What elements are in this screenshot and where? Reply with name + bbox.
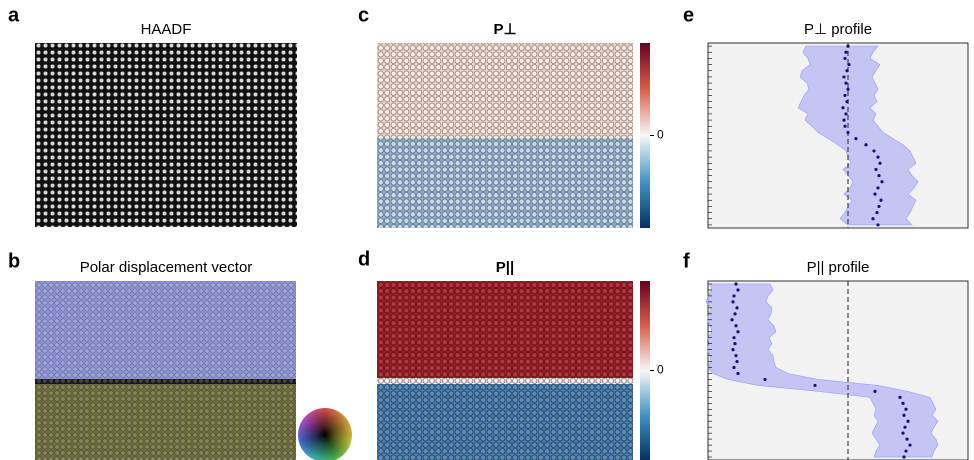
panel-letter: e [683, 4, 694, 26]
panel-letter: f [683, 250, 690, 272]
map-atoms [377, 281, 633, 460]
profile-point [901, 402, 904, 405]
profile-point [878, 162, 881, 165]
profile-point [846, 88, 849, 91]
panel-letter: d [358, 248, 370, 270]
profile-point [875, 211, 878, 214]
profile-point [731, 348, 734, 351]
profile-point [902, 414, 905, 417]
panel-title: P⊥ profile [804, 21, 872, 38]
colorbar [640, 281, 650, 460]
panel-title: P⊥ [493, 21, 516, 38]
profile-point [902, 455, 905, 458]
profile-point [846, 44, 849, 47]
profile-point [734, 354, 737, 357]
profile-point [763, 378, 766, 381]
profile-point [813, 384, 816, 387]
profile-point [734, 324, 737, 327]
profile-point [906, 420, 909, 423]
profile-point [903, 426, 906, 429]
profile-point [732, 366, 735, 369]
profile-point [898, 396, 901, 399]
profile-point [873, 192, 876, 195]
profile-point [908, 443, 911, 446]
colorbar-tick-label: 0 [657, 128, 664, 142]
profile-point [736, 372, 739, 375]
profile-point [736, 330, 739, 333]
profile-point [844, 112, 847, 115]
profile-point [843, 125, 846, 128]
map-atoms [377, 43, 633, 228]
profile-point [841, 106, 844, 109]
profile-point [876, 223, 879, 226]
profile-point [732, 294, 735, 297]
profile-point [733, 312, 736, 315]
profile-point [730, 318, 733, 321]
profile-point [845, 69, 848, 72]
profile-point [847, 63, 850, 66]
profile-point [733, 342, 736, 345]
profile-point [844, 51, 847, 54]
profile-point [901, 432, 904, 435]
panel-title: Polar displacement vector [80, 259, 253, 276]
profile-point [871, 217, 874, 220]
profile-point [845, 100, 848, 103]
profile-point [877, 174, 880, 177]
profile-point [864, 143, 867, 146]
profile-point [904, 408, 907, 411]
profile-point [854, 137, 857, 140]
color-wheel [298, 408, 352, 460]
profile-point [844, 81, 847, 84]
profile-point [736, 288, 739, 291]
panel-title: P|| [496, 259, 514, 276]
haadf-atoms [35, 43, 297, 227]
profile-point [876, 155, 879, 158]
profile-point [874, 168, 877, 171]
panel-title: HAADF [141, 21, 192, 38]
colorbar-tick-label: 0 [657, 363, 664, 377]
profile-point [876, 186, 879, 189]
profile-point [872, 149, 875, 152]
profile-point [880, 180, 883, 183]
profile-point [731, 300, 734, 303]
profile-point [732, 336, 735, 339]
profile-point [846, 131, 849, 134]
panel-letter: c [358, 4, 369, 26]
profile-point [879, 199, 882, 202]
panel-title: P|| profile [807, 259, 870, 276]
profile-point [735, 360, 738, 363]
profile-point [735, 306, 738, 309]
profile-point [905, 438, 908, 441]
vector-map-atoms [35, 281, 296, 460]
profile-point [904, 449, 907, 452]
profile-point [842, 75, 845, 78]
panel-letter: b [8, 250, 20, 272]
profile-point [843, 94, 846, 97]
profile-point [734, 282, 737, 285]
figure-canvas: a HAADF b Polar displacement vector c P⊥… [0, 0, 974, 460]
profile-point [843, 57, 846, 60]
colorbar [640, 43, 650, 228]
profile-point [877, 205, 880, 208]
profile-point [842, 118, 845, 121]
profile-point [873, 390, 876, 393]
figure: a HAADF b Polar displacement vector c P⊥… [0, 0, 974, 460]
panel-letter: a [8, 4, 20, 26]
